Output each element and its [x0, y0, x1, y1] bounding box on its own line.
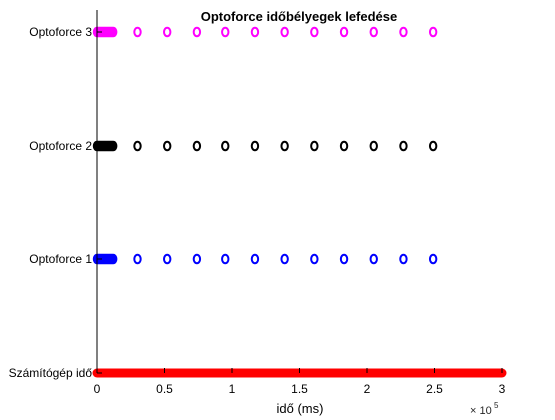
data-point — [250, 140, 260, 152]
data-point — [133, 253, 142, 265]
data-point — [369, 140, 378, 152]
x-tick-label: 1 — [229, 382, 236, 396]
data-point — [192, 253, 202, 265]
data-point — [163, 140, 172, 152]
data-point — [428, 140, 438, 152]
data-point — [310, 26, 319, 38]
data-point — [399, 26, 408, 38]
data-point — [221, 26, 230, 38]
x-tick-label: 3 — [499, 382, 506, 396]
x-tick-label: 2 — [364, 382, 371, 396]
data-point — [369, 253, 378, 265]
data-point — [399, 140, 408, 152]
x-tick-label: 2.5 — [426, 382, 443, 396]
series-4 — [92, 26, 438, 38]
data-point — [192, 140, 202, 152]
x-tick-label: 0 — [94, 382, 101, 396]
data-point — [280, 253, 289, 265]
data-point — [369, 26, 378, 38]
data-point — [250, 26, 260, 38]
data-point — [428, 253, 438, 265]
x-axis-exponent-base: × 10 — [470, 405, 492, 417]
data-point — [221, 140, 230, 152]
x-tick-label: 0.5 — [156, 382, 173, 396]
chart-marks — [92, 26, 507, 378]
data-point — [109, 140, 118, 152]
data-point — [109, 26, 118, 38]
data-point — [399, 253, 408, 265]
series-3 — [92, 140, 438, 152]
data-point — [192, 26, 202, 38]
data-point — [310, 253, 319, 265]
x-axis-ticks: 0 0.5 1 1.5 2 2.5 3 — [94, 368, 506, 396]
y-category-label: Számítógép idő — [9, 366, 93, 380]
data-point — [310, 140, 319, 152]
y-category-label: Optoforce 3 — [29, 25, 92, 39]
data-point — [250, 253, 260, 265]
data-point — [163, 253, 172, 265]
data-point — [428, 26, 438, 38]
data-point — [339, 26, 349, 38]
y-axis-category-labels: Számítógép idő Optoforce 1 Optoforce 2 Opto… — [9, 25, 102, 380]
x-axis-label: idő (ms) — [277, 401, 324, 416]
data-point — [339, 253, 349, 265]
data-point — [109, 253, 118, 265]
data-point — [133, 26, 142, 38]
x-axis-exponent-power: 5 — [494, 401, 499, 410]
data-point — [221, 253, 230, 265]
data-point — [280, 26, 289, 38]
data-point — [280, 140, 289, 152]
data-point — [163, 26, 172, 38]
chart-title: Optoforce időbélyegek lefedése — [201, 9, 398, 24]
y-category-label: Optoforce 1 — [29, 252, 92, 266]
data-point — [133, 140, 142, 152]
series-2 — [92, 253, 438, 265]
y-category-label: Optoforce 2 — [29, 139, 92, 153]
data-point — [339, 140, 349, 152]
x-tick-label: 1.5 — [291, 382, 308, 396]
